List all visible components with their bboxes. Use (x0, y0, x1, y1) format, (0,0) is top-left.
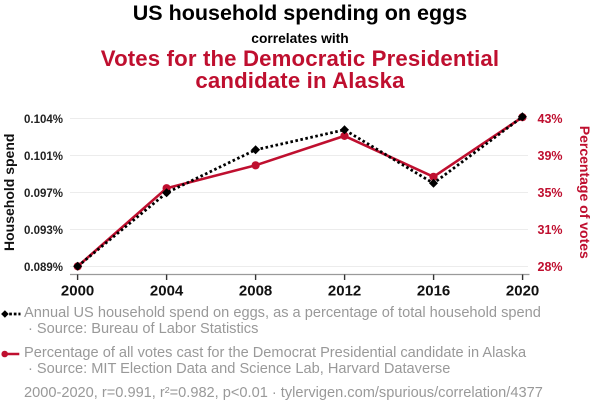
svg-text:Percentage of votes: Percentage of votes (577, 126, 593, 259)
svg-text:0.093%: 0.093% (24, 225, 63, 237)
svg-text:31%: 31% (538, 223, 563, 237)
svg-text:0.101%: 0.101% (24, 151, 63, 163)
svg-text:2000: 2000 (61, 283, 94, 300)
svg-text:2004: 2004 (150, 283, 184, 300)
svg-text:43%: 43% (538, 112, 563, 126)
svg-text:Household spend: Household spend (1, 134, 17, 251)
svg-text:39%: 39% (538, 149, 563, 163)
svg-text:0.097%: 0.097% (24, 188, 63, 200)
svg-text:2016: 2016 (417, 283, 450, 300)
svg-text:2008: 2008 (239, 283, 272, 300)
svg-text:28%: 28% (538, 260, 563, 274)
svg-text:2012: 2012 (328, 283, 361, 300)
svg-text:0.089%: 0.089% (24, 262, 63, 274)
svg-text:0.104%: 0.104% (24, 114, 63, 126)
svg-text:35%: 35% (538, 186, 563, 200)
svg-text:2020: 2020 (506, 283, 539, 300)
